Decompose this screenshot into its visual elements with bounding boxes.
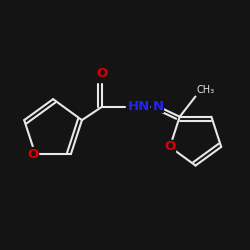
Text: O: O xyxy=(164,140,175,153)
Text: N: N xyxy=(153,100,164,113)
Text: CH₃: CH₃ xyxy=(196,86,215,96)
Text: HN: HN xyxy=(128,100,150,113)
Text: O: O xyxy=(27,148,38,160)
Text: O: O xyxy=(96,67,108,80)
